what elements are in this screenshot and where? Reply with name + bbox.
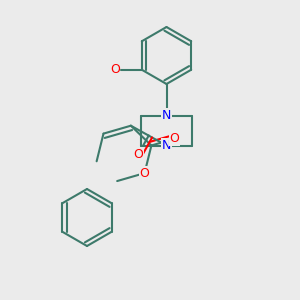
Text: O: O (170, 132, 180, 145)
Text: O: O (134, 148, 143, 161)
Text: N: N (162, 109, 171, 122)
Text: N: N (162, 139, 171, 152)
Text: O: O (140, 167, 149, 180)
Text: O: O (110, 63, 120, 76)
